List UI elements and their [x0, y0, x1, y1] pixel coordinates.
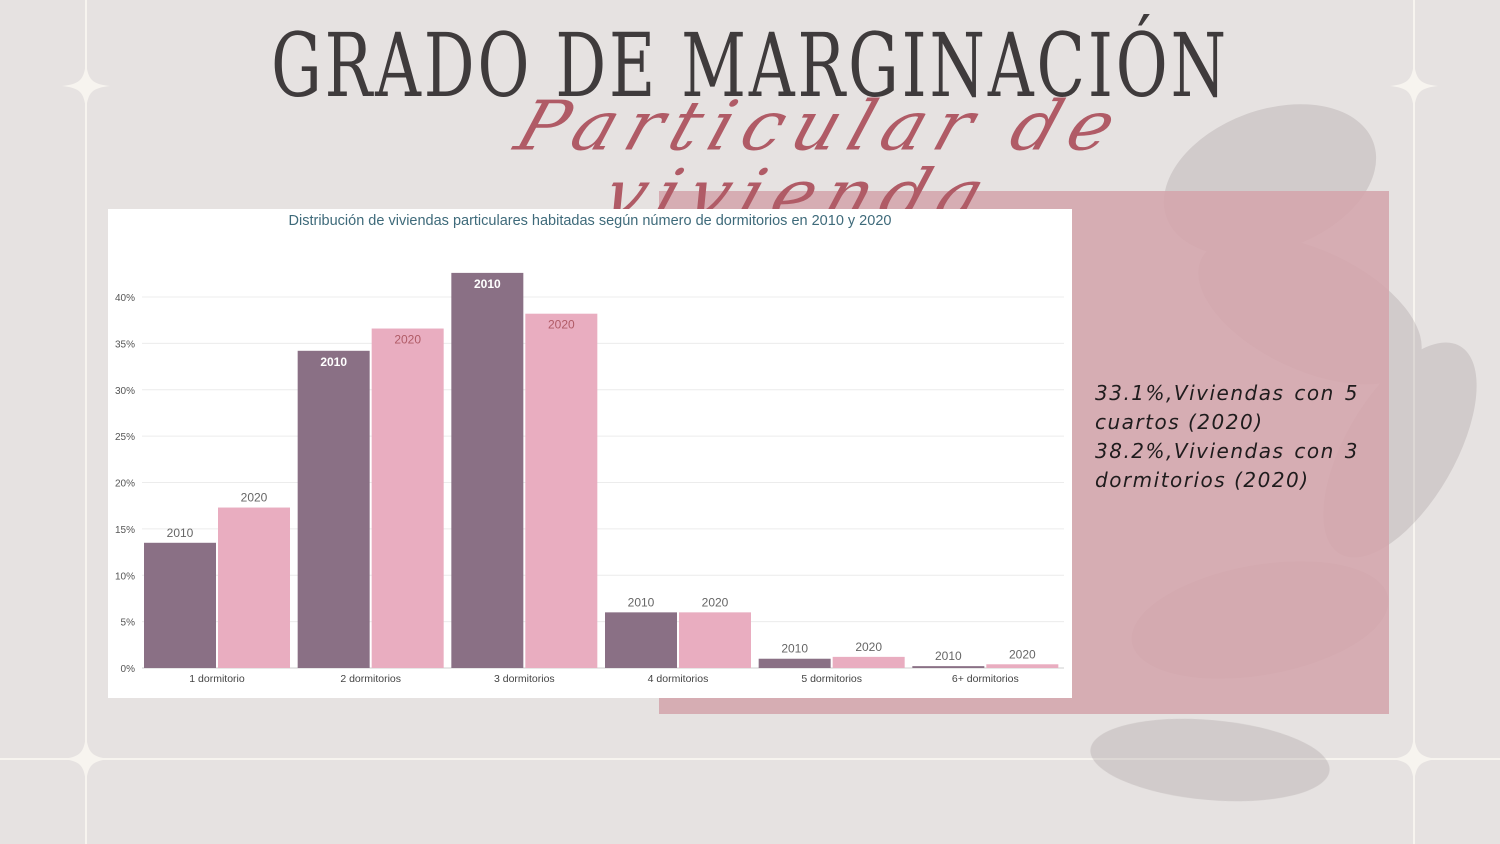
- fact-line: 38.2%,Viviendas con 3 dormitorios (2020): [1095, 439, 1359, 492]
- bar-2010: [297, 350, 370, 668]
- bar-2010: [451, 272, 524, 668]
- chart-card: Distribución de viviendas particulares h…: [108, 209, 1072, 698]
- frame-line-right: [1413, 0, 1415, 844]
- y-tick-label: 25%: [115, 432, 135, 443]
- bar-2020: [679, 612, 751, 668]
- bar-2010: [144, 542, 216, 668]
- page-subtitle: Particular de vivienda: [506, 85, 1136, 235]
- bar-label: 2020: [702, 595, 729, 609]
- sparkle-icon: [62, 62, 110, 110]
- bar-label: 2010: [320, 355, 347, 369]
- bar-label: 2020: [855, 640, 882, 654]
- bar-2010: [912, 666, 985, 668]
- bar-2020: [525, 313, 598, 668]
- bar-label: 2010: [167, 526, 194, 540]
- y-tick-label: 30%: [115, 386, 135, 397]
- fact-line: 33.1%,Viviendas con 5 cuartos (2020): [1095, 381, 1359, 434]
- x-tick-label: 4 dormitorios: [648, 673, 709, 685]
- x-tick-label: 6+ dormitorios: [952, 673, 1019, 685]
- bar-label: 2010: [781, 642, 808, 656]
- page-title: GRADO DE MARGINACIÓN: [271, 14, 1229, 117]
- bar-label: 2020: [394, 333, 421, 347]
- bar-label: 2020: [548, 318, 575, 332]
- sparkle-icon: [1390, 62, 1438, 110]
- y-tick-label: 35%: [115, 339, 135, 350]
- bar-label: 2010: [935, 649, 962, 663]
- y-tick-label: 5%: [121, 618, 136, 629]
- bar-2020: [832, 656, 905, 668]
- x-tick-label: 5 dormitorios: [801, 673, 862, 685]
- bar-2010: [605, 612, 677, 668]
- bar-2020: [371, 328, 444, 668]
- x-tick-label: 1 dormitorio: [189, 673, 245, 685]
- bar-2020: [218, 507, 290, 668]
- y-tick-label: 10%: [115, 571, 135, 582]
- y-tick-label: 20%: [115, 479, 135, 490]
- frame-line-bottom: [0, 758, 1500, 760]
- sparkle-icon: [1390, 735, 1438, 783]
- y-tick-label: 15%: [115, 525, 135, 536]
- bar-2010: [758, 658, 831, 668]
- chart-title: Distribución de viviendas particulares h…: [288, 213, 892, 229]
- bar-label: 2010: [628, 595, 655, 609]
- x-tick-label: 2 dormitorios: [340, 673, 401, 685]
- facts-text: 33.1%,Viviendas con 5 cuartos (2020) 38.…: [1095, 379, 1359, 495]
- bar-label: 2020: [1009, 647, 1036, 661]
- y-tick-label: 40%: [115, 293, 135, 304]
- x-tick-label: 3 dormitorios: [494, 673, 555, 685]
- y-tick-label: 0%: [121, 664, 136, 675]
- bar-label: 2020: [241, 491, 268, 505]
- frame-line-left: [85, 0, 87, 844]
- bar-2020: [986, 664, 1059, 668]
- bar-label: 2010: [474, 277, 501, 291]
- bar-chart: 0% 5% 10% 15% 20% 25% 30% 35% 40% 2010 2020 1 dormi…: [115, 272, 1064, 685]
- sparkle-icon: [62, 735, 110, 783]
